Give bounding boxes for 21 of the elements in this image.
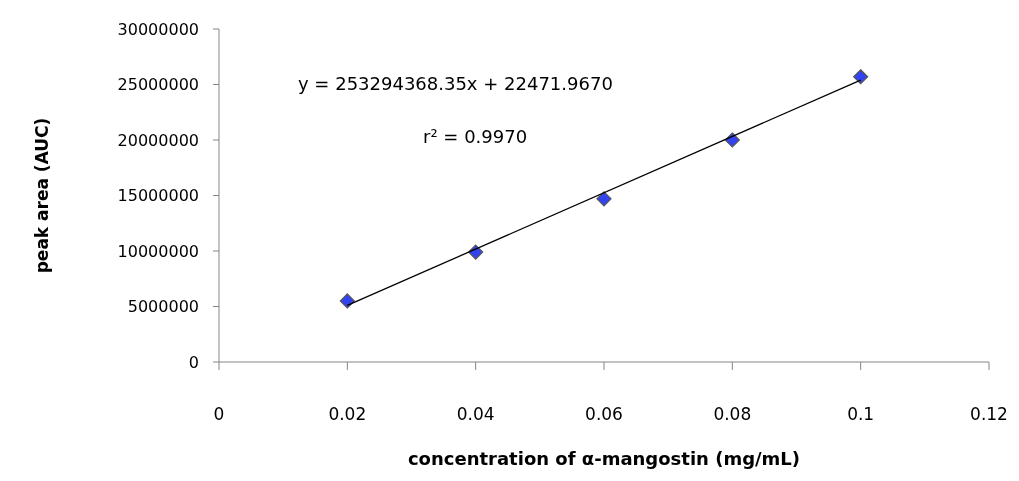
x-tick-label: 0.04 bbox=[456, 404, 495, 424]
y-tick-label: 5000000 bbox=[127, 297, 199, 317]
y-tick-label: 10000000 bbox=[117, 241, 199, 261]
y-axis-title: peak area (AUC) bbox=[32, 117, 52, 274]
x-tick-label: 0.08 bbox=[713, 404, 752, 424]
x-tick-label: 0.02 bbox=[328, 404, 367, 424]
y-tick-label: 0 bbox=[188, 352, 199, 372]
annotation: y = 253294368.35x + 22471.9670 bbox=[298, 73, 613, 94]
y-tick-label: 30000000 bbox=[117, 19, 199, 39]
point bbox=[853, 69, 869, 85]
x-tick-label: 0.1 bbox=[847, 404, 875, 424]
x-tick-label: 0.06 bbox=[585, 404, 623, 424]
y-tick-label: 20000000 bbox=[117, 130, 199, 150]
y-tick-label: 25000000 bbox=[117, 75, 199, 95]
annotation: r² = 0.9970 bbox=[423, 126, 528, 147]
point bbox=[596, 191, 612, 207]
x-axis-title: concentration of α-mangostin (mg/mL) bbox=[407, 448, 801, 469]
x-tick-label: 0.12 bbox=[970, 404, 1008, 424]
y-tick-label: 15000000 bbox=[117, 186, 199, 206]
x-tick-label: 0 bbox=[213, 404, 225, 424]
point bbox=[339, 293, 355, 309]
